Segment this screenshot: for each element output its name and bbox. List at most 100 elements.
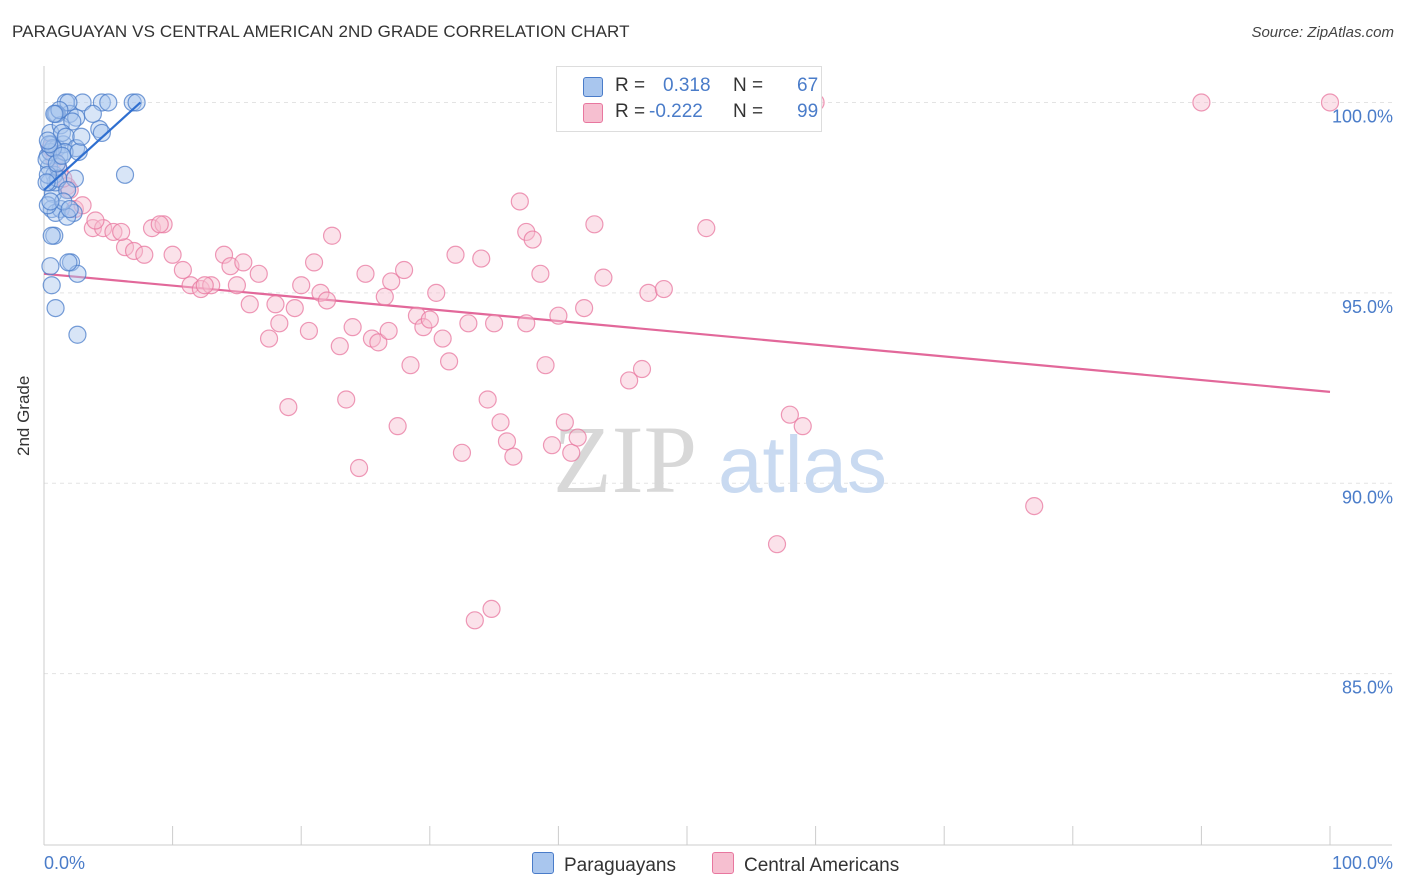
central-americans-point [173,260,192,280]
central-americans-point [780,405,799,424]
central-americans-point [632,359,652,379]
paraguayans-point [73,93,92,112]
central-americans-point [639,283,658,302]
central-americans-point [240,295,259,314]
central-americans-point [1192,93,1211,112]
paraguayans-point [54,192,73,211]
legend-r-label: R = [615,101,646,122]
central-americans-point [124,241,144,261]
paraguayans-point [51,116,70,135]
central-americans-point [104,222,123,242]
central-americans-point [472,249,491,268]
central-americans-point [299,321,319,341]
paraguayans-point [60,199,79,219]
bottom-legend-swatch-blue [532,852,554,874]
paraguayans-point [92,123,111,143]
central-americans-point [446,245,465,264]
central-americans-point [439,352,459,371]
central-americans-point [433,329,452,348]
paraguayans-point [42,276,61,295]
central-americans-point [181,276,200,295]
central-americans-point [311,283,330,302]
paraguayans-point [56,127,75,146]
paraguayans-point [83,104,102,123]
central-americans-point [620,371,639,390]
paraguayans-point [63,112,82,131]
bottom-legend-swatch-pink [712,852,734,874]
central-americans-point [793,417,812,436]
central-americans-point [401,356,420,375]
central-americans-point [585,215,604,234]
central-americans-point [322,226,342,245]
central-americans-point [497,432,517,451]
paraguayans-point [115,165,135,184]
central-americans-point [654,279,673,299]
legend-n-label: N = [733,101,764,122]
paraguayans-point [58,180,77,200]
legend-r-value: -0.222 [649,101,703,122]
paraguayans-points [37,93,146,344]
central-americans-point [227,276,246,295]
central-americans-point [1025,496,1044,516]
central-americans-points [41,93,1340,630]
central-americans-point [163,245,182,264]
central-americans-point [452,443,472,462]
central-americans-point [491,413,510,432]
central-americans-point [285,298,304,318]
central-americans-point [382,272,401,291]
chart-title: PARAGUAYAN VS CENTRAL AMERICAN 2ND GRADE… [12,22,630,41]
central-americans-point [270,314,289,333]
legend-n-value: 99 [797,101,819,122]
bottom-legend-label: Paraguayans [564,855,676,876]
paraguayans-point [37,150,56,169]
central-americans-point [517,314,536,333]
central-americans-point [115,238,135,257]
axes [43,66,1392,846]
central-americans-point [575,298,594,318]
central-americans-point [279,397,298,417]
central-americans-point [594,268,613,287]
central-americans-point [485,314,504,333]
source-label: Source: ZipAtlas.com [1251,24,1394,41]
central-americans-point [379,321,398,341]
central-americans-point [375,287,394,306]
paraguayans-point [41,192,60,211]
central-americans-point [154,215,173,234]
central-americans-point [478,390,497,409]
central-americans-point [150,215,169,234]
central-americans-trend-line [43,272,1331,393]
central-americans-point [510,192,529,211]
central-americans-point [337,390,356,409]
central-americans-point [427,283,446,302]
central-americans-point [202,276,221,295]
central-americans-point [394,260,414,280]
paraguayans-point [99,93,118,112]
central-americans-point [349,458,369,478]
central-americans-point [1320,93,1340,112]
y-tick-label: 85.0% [1342,678,1393,698]
central-americans-point [214,245,234,264]
central-americans-point [420,310,439,329]
central-americans-point [459,314,478,333]
central-americans-point [259,329,279,348]
central-americans-point [549,306,568,325]
bottom-legend-paraguayans: Paraguayans [532,852,676,877]
central-americans-point [369,333,388,352]
central-americans-point [555,413,574,432]
paraguayans-point [127,93,146,112]
legend-r-label: R = [615,75,646,96]
central-americans-point [356,264,375,283]
central-americans-point [767,535,787,554]
paraguayans-point [46,298,65,318]
paraguayans-point [38,131,57,150]
paraguayans-point [59,253,78,272]
central-americans-point [388,417,407,436]
central-americans-point [465,611,484,630]
correlation-legend: R = 0.318 N = 67 R = -0.222 N = 99 [556,66,822,132]
central-americans-point [568,428,587,447]
central-americans-point [292,276,311,295]
central-americans-point [86,211,105,230]
y-tick-label: 90.0% [1342,487,1393,507]
central-americans-point [542,436,562,455]
